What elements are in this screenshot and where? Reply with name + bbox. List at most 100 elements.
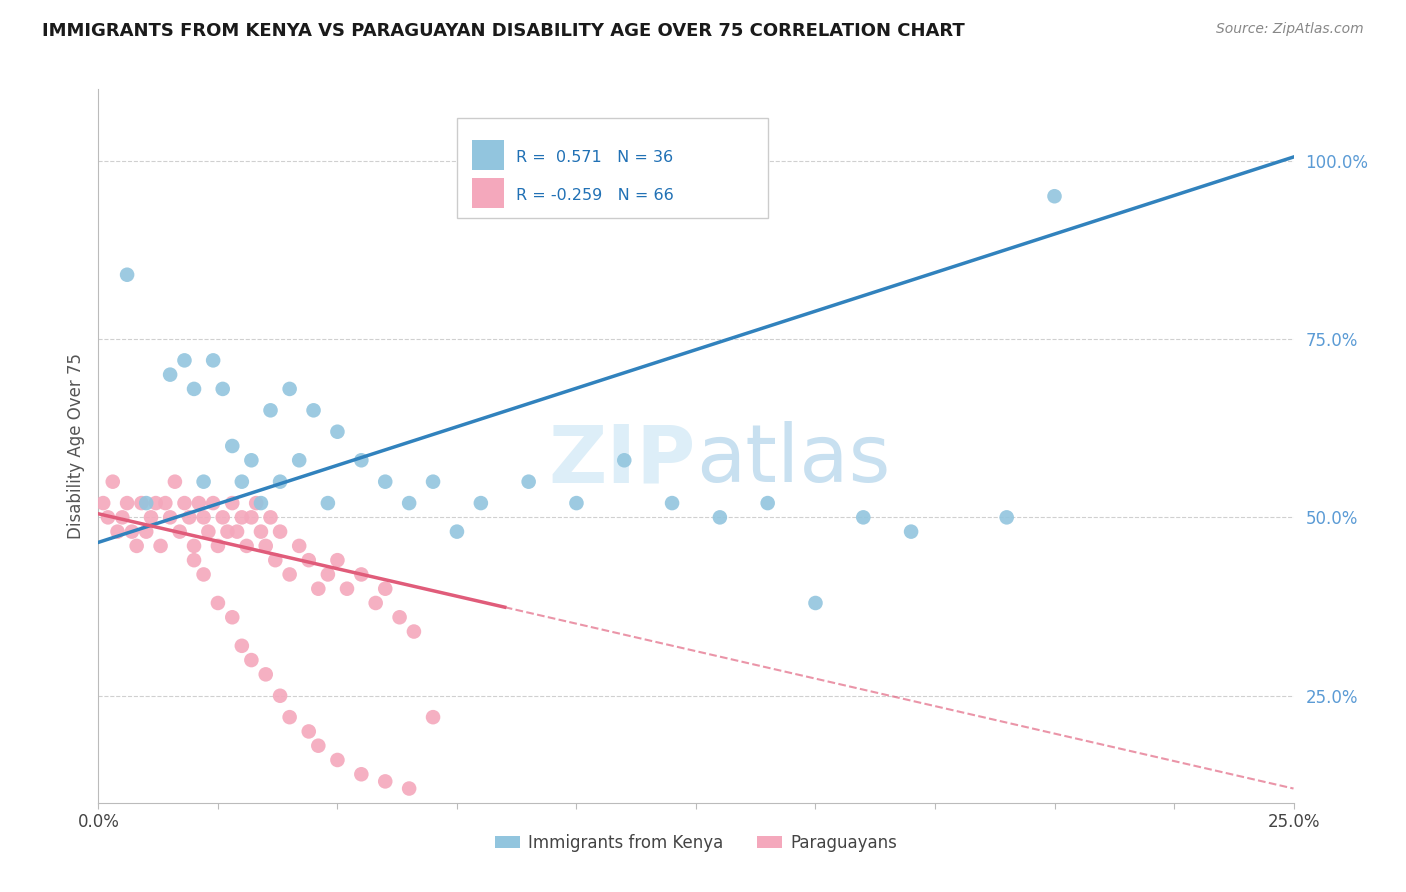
Point — [995, 510, 1018, 524]
Point — [398, 496, 420, 510]
Point — [121, 524, 143, 539]
Point — [245, 496, 267, 510]
Point — [135, 496, 157, 510]
Point — [240, 510, 263, 524]
Text: ZIP: ZIP — [548, 421, 696, 500]
Point — [298, 553, 321, 567]
Point — [374, 475, 396, 489]
Point — [163, 475, 186, 489]
Point — [179, 510, 201, 524]
Point — [115, 496, 138, 510]
Point — [125, 539, 148, 553]
Point — [422, 710, 444, 724]
Point — [193, 567, 215, 582]
Point — [131, 496, 153, 510]
Point — [217, 524, 239, 539]
Point — [326, 553, 349, 567]
Point — [470, 496, 492, 510]
Point — [307, 582, 329, 596]
Text: R = -0.259   N = 66: R = -0.259 N = 66 — [516, 188, 673, 203]
Point — [159, 510, 181, 524]
Point — [155, 496, 177, 510]
Point — [264, 553, 287, 567]
Point — [207, 596, 229, 610]
Point — [211, 510, 233, 524]
Point — [226, 524, 249, 539]
Point — [402, 624, 425, 639]
Point — [145, 496, 167, 510]
Point — [254, 667, 277, 681]
Point — [709, 510, 731, 524]
Point — [900, 524, 922, 539]
Y-axis label: Disability Age Over 75: Disability Age Over 75 — [66, 353, 84, 539]
Text: Source: ZipAtlas.com: Source: ZipAtlas.com — [1216, 22, 1364, 37]
Point — [307, 739, 329, 753]
Point — [316, 567, 339, 582]
Point — [139, 510, 162, 524]
Point — [269, 689, 291, 703]
Point — [565, 496, 588, 510]
Point — [183, 382, 205, 396]
Point — [97, 510, 120, 524]
Point — [169, 524, 191, 539]
Point — [221, 610, 243, 624]
Point — [173, 496, 195, 510]
Point — [235, 539, 257, 553]
Point — [364, 596, 387, 610]
Point — [398, 781, 420, 796]
Point — [202, 353, 225, 368]
Text: R =  0.571   N = 36: R = 0.571 N = 36 — [516, 150, 673, 165]
Point — [183, 553, 205, 567]
Point — [278, 567, 301, 582]
Text: IMMIGRANTS FROM KENYA VS PARAGUAYAN DISABILITY AGE OVER 75 CORRELATION CHART: IMMIGRANTS FROM KENYA VS PARAGUAYAN DISA… — [42, 22, 965, 40]
Point — [202, 496, 225, 510]
Point — [316, 496, 339, 510]
Point — [446, 524, 468, 539]
Point — [149, 539, 172, 553]
Point — [278, 382, 301, 396]
Text: atlas: atlas — [696, 421, 890, 500]
Point — [269, 524, 291, 539]
Point — [326, 753, 349, 767]
Point — [193, 475, 215, 489]
Point — [250, 524, 273, 539]
Point — [231, 639, 253, 653]
Point — [326, 425, 349, 439]
Point — [101, 475, 124, 489]
Point — [183, 539, 205, 553]
Point — [173, 353, 195, 368]
Point — [288, 539, 311, 553]
Point — [1043, 189, 1066, 203]
Point — [107, 524, 129, 539]
Point — [111, 510, 134, 524]
Point — [250, 496, 273, 510]
Point — [350, 567, 373, 582]
Point — [259, 510, 281, 524]
Point — [517, 475, 540, 489]
Point — [231, 510, 253, 524]
Point — [350, 453, 373, 467]
Point — [374, 774, 396, 789]
Point — [254, 539, 277, 553]
Point — [350, 767, 373, 781]
Point — [336, 582, 359, 596]
Point — [422, 475, 444, 489]
Point — [91, 496, 114, 510]
Point — [613, 453, 636, 467]
Point — [388, 610, 411, 624]
Point — [288, 453, 311, 467]
Point — [193, 510, 215, 524]
Point — [221, 439, 243, 453]
Point — [278, 710, 301, 724]
Point — [159, 368, 181, 382]
Legend: Immigrants from Kenya, Paraguayans: Immigrants from Kenya, Paraguayans — [488, 828, 904, 859]
Point — [259, 403, 281, 417]
Point — [115, 268, 138, 282]
Point — [298, 724, 321, 739]
Point — [135, 524, 157, 539]
Point — [756, 496, 779, 510]
Point — [211, 382, 233, 396]
Point — [221, 496, 243, 510]
Point — [374, 582, 396, 596]
Point — [302, 403, 325, 417]
